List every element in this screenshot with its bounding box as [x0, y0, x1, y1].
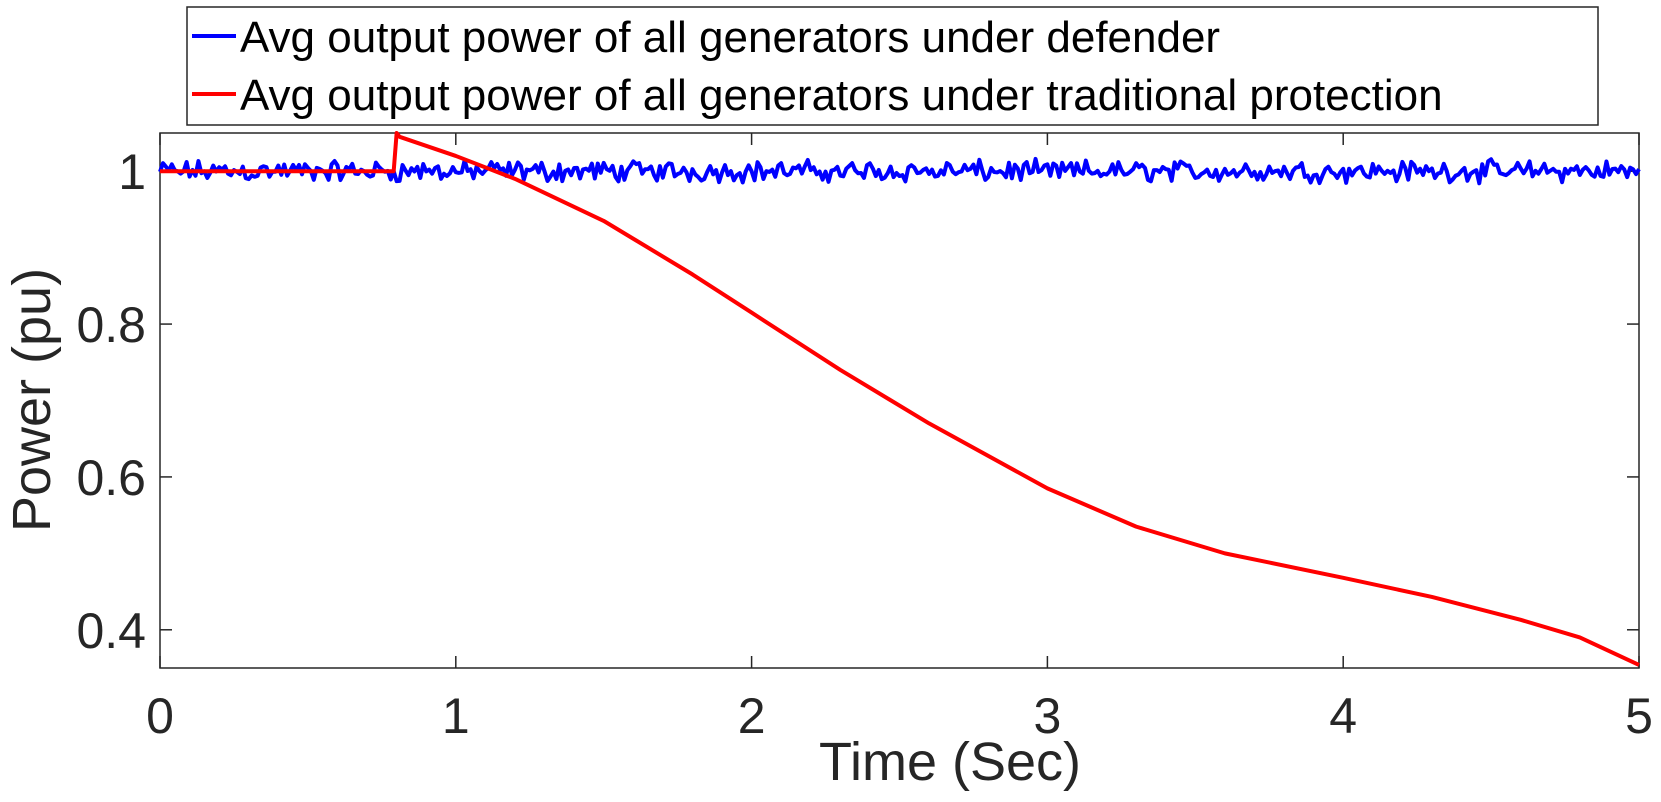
y-tick-label: 0.6: [76, 450, 146, 506]
x-tick-label: 3: [1033, 688, 1061, 744]
x-tick-label: 4: [1329, 688, 1357, 744]
plot-area: [159, 132, 1640, 669]
x-axis-title: Time (Sec): [819, 732, 1081, 792]
legend-box: [186, 6, 1599, 126]
legend: Avg output power of all generators under…: [186, 6, 1599, 126]
tick-labels: 0 1 2 3 4 5 0.4 0.6 0.8 1: [76, 144, 1652, 744]
x-tick-label: 0: [146, 688, 174, 744]
y-tick-label: 0.8: [76, 297, 146, 353]
legend-label-defender: Avg output power of all generators under…: [240, 13, 1220, 62]
x-tick-label: 2: [738, 688, 766, 744]
y-tick-label: 0.4: [76, 603, 146, 659]
y-axis-title: Power (pu): [2, 268, 62, 532]
series-group: [158, 131, 1641, 667]
series-line-traditional: [160, 131, 1640, 667]
x-tick-label: 5: [1625, 688, 1653, 744]
y-tick-label: 1: [118, 144, 146, 200]
legend-label-traditional: Avg output power of all generators under…: [240, 71, 1443, 120]
axis-ticks: [159, 133, 1640, 668]
series-line-defender: [158, 156, 1641, 186]
x-tick-label: 1: [442, 688, 470, 744]
